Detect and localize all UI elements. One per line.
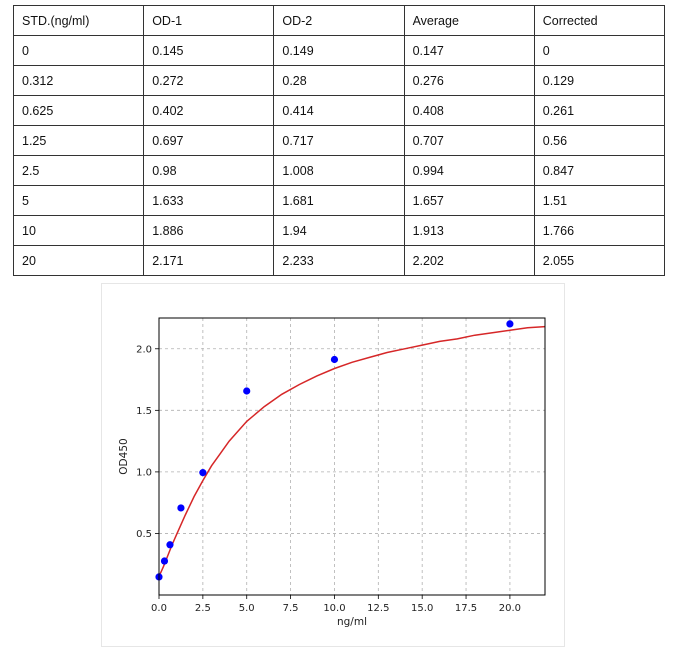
table-cell: 2.5 [12,155,145,186]
table-cell: 5 [12,185,145,216]
y-tick-label: 1.0 [136,467,152,478]
table-cell: 0.28 [273,65,405,96]
fit-curve-line [158,325,546,577]
table-header-cell: OD-1 [143,5,275,36]
x-tick-label: 12.5 [367,603,389,614]
table-row: 0.312 0.272 0.28 0.276 0.129 [12,65,666,96]
table-cell: 0.408 [403,95,535,126]
table-cell: 0.147 [403,35,535,66]
table-row: 0.625 0.402 0.414 0.408 0.261 [12,95,666,126]
table-cell: 2.171 [143,245,275,276]
table-cell: 1.633 [143,185,275,216]
y-tick-label: 0.5 [136,529,152,540]
table-cell: 0.129 [533,65,666,96]
x-tick-label: 2.5 [195,603,211,614]
data-point [330,355,339,364]
table-header-cell: Average [403,5,535,36]
table-header-row: STD.(ng/ml) OD-1 OD-2 Average Corrected [12,5,666,36]
table-row: 5 1.633 1.681 1.657 1.51 [12,185,666,216]
table-cell: 0 [12,35,145,66]
table-cell: 2.055 [533,245,666,276]
x-axis-label: ng/ml [337,616,367,628]
table-cell: 0.98 [143,155,275,186]
data-point [243,387,251,395]
table-header-cell: Corrected [533,5,666,36]
table-cell: 1.913 [403,215,535,246]
table-row: 10 1.886 1.94 1.913 1.766 [12,215,666,246]
table-row: 1.25 0.697 0.717 0.707 0.56 [12,125,666,156]
data-point [506,320,514,328]
table-cell: 10 [12,215,145,246]
table-cell: 0.145 [143,35,275,66]
table-cell: 1.94 [273,215,405,246]
x-tick-label: 5.0 [239,603,255,614]
x-tick-label: 15.0 [411,603,433,614]
table-cell: 0.994 [403,155,535,186]
table-cell: 0 [533,35,666,66]
table-cell: 2.233 [273,245,405,276]
table-row: 20 2.171 2.233 2.202 2.055 [12,245,666,276]
table-cell: 0.625 [12,95,145,126]
table-cell: 0.312 [12,65,145,96]
x-tick-label: 20.0 [499,603,521,614]
data-point [160,557,169,565]
table-cell: 0.276 [403,65,535,96]
table-cell: 20 [12,245,145,276]
table-row: 0 0.145 0.149 0.147 0 [12,35,666,66]
table-cell: 0.56 [533,125,666,156]
table-header-cell: STD.(ng/ml) [12,5,145,36]
x-tick-label: 0.0 [151,603,167,614]
table-cell: 0.402 [143,95,275,126]
table-cell: 0.272 [143,65,275,96]
table-row: 2.5 0.98 1.008 0.994 0.847 [12,155,666,186]
table-body: 0 0.145 0.149 0.147 0 0.312 0.272 0.28 0.276 0.12… [12,35,666,276]
chart-canvas: 0.0 2.5 5.0 7.5 10.0 12.5 15.0 17.5 20.0 0.5 1.0 1.… [118,317,546,628]
table-cell: 1.766 [533,215,666,246]
data-point [199,469,207,477]
x-tick-label: 10.0 [323,603,345,614]
x-tick-label: 17.5 [455,603,477,614]
table-cell: 0.707 [403,125,535,156]
y-tick-label: 2.0 [136,344,152,355]
table-cell: 2.202 [403,245,535,276]
table-cell: 1.25 [12,125,145,156]
y-tick-label: 1.5 [136,406,152,417]
data-point [177,504,185,512]
table-cell: 1.657 [403,185,535,216]
table-cell: 0.697 [143,125,275,156]
table-cell: 1.681 [273,185,405,216]
table-cell: 0.847 [533,155,666,186]
x-tick-label: 7.5 [283,603,299,614]
table-cell: 0.149 [273,35,405,66]
table-cell: 1.886 [143,215,275,246]
table-cell: 1.008 [273,155,405,186]
table-header-cell: OD-2 [273,5,405,36]
table-cell: 1.51 [533,185,666,216]
standard-data-table: STD.(ng/ml) OD-1 OD-2 Average Corrected 0 0.1… [12,5,666,276]
table-cell: 0.414 [273,95,405,126]
standard-curve-chart: 0.0 2.5 5.0 7.5 10.0 12.5 15.0 17.5 20.0 0.5 1.0 1.… [101,283,565,647]
table-cell: 0.261 [533,95,666,126]
data-point [166,541,174,549]
y-axis-label: OD450 [118,438,130,474]
table-cell: 0.717 [273,125,405,156]
plot-frame [158,317,546,596]
